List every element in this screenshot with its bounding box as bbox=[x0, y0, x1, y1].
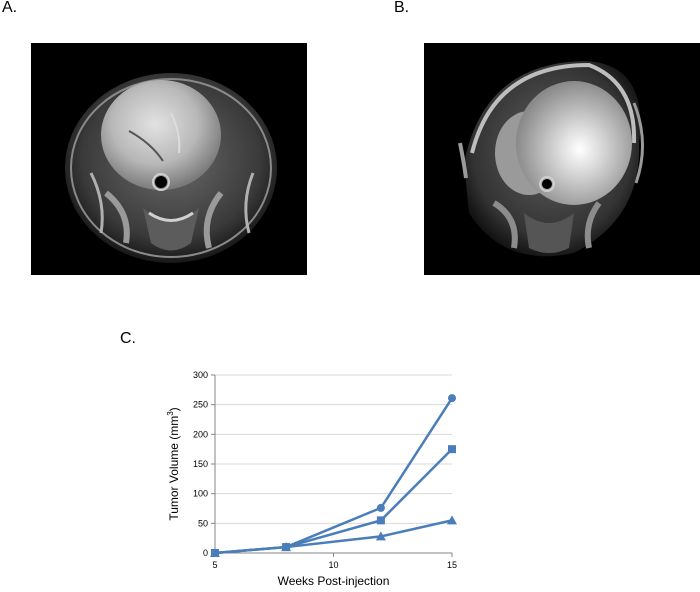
y-axis-label-superscript: 3 bbox=[166, 411, 175, 416]
y-axis-label-main: Tumor Volume (mm bbox=[167, 416, 181, 521]
chart-gridlines bbox=[215, 374, 452, 524]
mri-drawing-b bbox=[458, 61, 644, 257]
data-point-circle bbox=[376, 503, 385, 512]
x-axis-label: Weeks Post-injection bbox=[278, 574, 390, 588]
x-tick-label: 5 bbox=[212, 560, 217, 570]
data-point-triangle bbox=[447, 515, 457, 525]
mri-image-a bbox=[31, 43, 307, 275]
data-point-triangle bbox=[210, 548, 220, 557]
x-tick-label: 15 bbox=[447, 560, 457, 570]
series-line-circle bbox=[214, 397, 454, 555]
series-line-triangle bbox=[214, 519, 453, 555]
y-tick-labels: 0 50 100 150 200 250 300 bbox=[193, 370, 215, 558]
panel-label-b: B. bbox=[394, 0, 410, 16]
tumor-volume-chart: 0 50 100 150 200 250 300 5 10 15 Weeks Post-inje… bbox=[166, 370, 457, 588]
data-point-triangle bbox=[375, 531, 386, 541]
panel-label-c: C. bbox=[120, 330, 136, 347]
mri-image-b bbox=[424, 43, 700, 275]
data-point-triangle bbox=[281, 542, 292, 552]
mri-drawing-a bbox=[65, 73, 277, 263]
x-tick-label: 10 bbox=[328, 560, 338, 570]
y-tick-label: 250 bbox=[193, 400, 208, 410]
y-tick-label: 0 bbox=[203, 548, 208, 558]
y-axis-label-close: ) bbox=[167, 407, 181, 411]
data-point-circle bbox=[448, 394, 456, 403]
series-line-square bbox=[214, 448, 453, 555]
x-tick-labels: 5 10 15 bbox=[212, 553, 457, 570]
y-tick-label: 50 bbox=[198, 518, 208, 528]
chart-series bbox=[210, 394, 457, 557]
y-tick-label: 300 bbox=[193, 370, 208, 380]
panel-label-a: A. bbox=[2, 0, 18, 16]
y-tick-label: 100 bbox=[193, 489, 208, 499]
y-tick-label: 200 bbox=[193, 429, 208, 439]
data-point-square bbox=[376, 516, 385, 525]
y-tick-label: 150 bbox=[193, 459, 208, 469]
y-axis-label: Tumor Volume (mm3) bbox=[166, 407, 181, 520]
data-point-square bbox=[448, 445, 456, 454]
